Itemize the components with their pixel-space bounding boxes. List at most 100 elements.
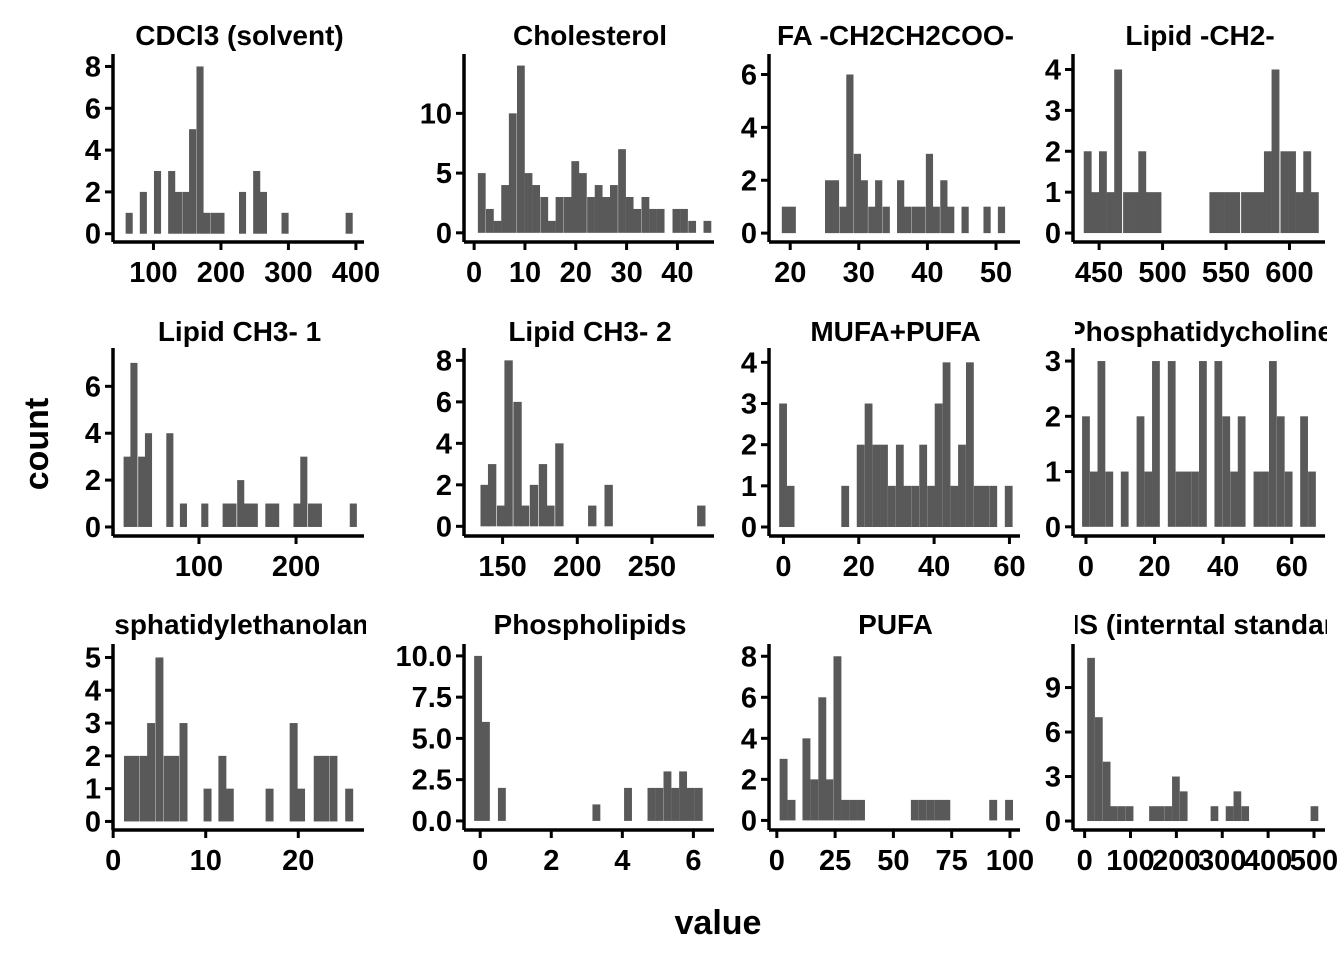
histogram-bar: [1271, 69, 1280, 234]
histogram-bar: [289, 723, 298, 822]
histogram-bar: [997, 206, 1006, 234]
histogram-bar: [1136, 416, 1145, 527]
y-tick-label: 1: [1045, 457, 1061, 489]
x-tick-label: 100: [129, 257, 177, 289]
histogram-bar: [831, 180, 840, 234]
histogram-bar: [1210, 806, 1219, 822]
x-tick-label: 60: [993, 551, 1025, 583]
histogram-bar: [625, 196, 634, 233]
histogram-bar: [810, 779, 819, 821]
histogram-bar: [781, 206, 789, 234]
histogram-bar: [1233, 791, 1242, 822]
y-tick-label: 0: [741, 512, 757, 544]
histogram-bar: [189, 129, 197, 234]
y-tick-label: 1: [85, 774, 101, 806]
x-tick-label: 0: [466, 257, 482, 289]
histogram-bar: [1179, 791, 1188, 822]
y-tick-label: 4: [741, 347, 757, 379]
y-tick-label: 4: [1045, 54, 1061, 86]
y-tick-label: 2: [741, 764, 757, 796]
facet-panel: Lipid CH3- 1 0 2 4 6 100 200: [85, 316, 364, 583]
facet-panel: PUFA 0 2 4 6 8 0 25 50 75 100: [741, 609, 1034, 877]
x-tick-label: 400: [1244, 845, 1292, 877]
x-tick-label: 2: [543, 845, 559, 877]
histogram-bar: [1241, 806, 1250, 822]
histogram-bar: [1217, 192, 1225, 234]
histogram-bar: [229, 503, 237, 527]
histogram-bar: [989, 485, 998, 527]
histogram-bar: [480, 484, 489, 527]
histogram-bar: [123, 755, 132, 822]
x-tick-label: 100: [1106, 845, 1154, 877]
histogram-bar: [1256, 192, 1265, 234]
y-tick-label: 9: [1045, 673, 1061, 705]
histogram-bar: [1225, 806, 1234, 822]
histogram-bar: [671, 787, 680, 821]
x-tick-label: 25: [819, 845, 851, 877]
histogram-bar: [973, 485, 982, 527]
y-tick-label: 2: [741, 430, 757, 462]
histogram-bar: [1095, 717, 1103, 822]
histogram-bar: [196, 66, 204, 234]
y-tick-label: 4: [85, 418, 101, 450]
histogram-bar: [1105, 471, 1114, 527]
histogram-bar: [1237, 416, 1246, 527]
histogram-bar: [218, 755, 227, 822]
histogram-bar: [293, 503, 301, 527]
histogram-bar: [243, 503, 252, 527]
y-tick-label: 3: [1045, 762, 1061, 794]
histogram-bar: [903, 206, 912, 234]
histogram-bar: [860, 180, 868, 234]
histogram-bar: [1097, 361, 1106, 527]
y-tick-label: 5: [436, 158, 452, 190]
facet-panel: Phospholipids 0.0 2.5 5.0 7.5 10.0 0 2 4 6: [396, 609, 714, 877]
facet-panel: CDCl3 (solvent) 0 2 4 6 8 100 200 300 400: [85, 20, 380, 289]
y-tick-label: 0: [1045, 512, 1061, 544]
histogram-bar: [1153, 192, 1162, 234]
histogram-bar: [345, 212, 353, 234]
histogram-bar: [1232, 192, 1241, 234]
panel-title: TMS (interntal standard): [1039, 609, 1344, 640]
histogram-bar: [958, 444, 966, 528]
histogram-bar: [217, 212, 225, 234]
y-tick-label: 0.0: [412, 806, 452, 838]
histogram-bar: [655, 787, 664, 821]
histogram-bar: [1183, 471, 1192, 527]
histogram-bar: [125, 212, 133, 234]
histogram-bar: [818, 697, 827, 821]
histogram-bar: [308, 503, 316, 527]
histogram-bar: [529, 484, 539, 527]
histogram-bar: [281, 212, 289, 234]
histogram-bar: [1222, 416, 1231, 527]
histogram-bar: [594, 185, 603, 233]
histogram-bar: [833, 656, 842, 821]
histogram-bar: [981, 485, 990, 527]
histogram-bar: [888, 485, 896, 527]
histogram-bar: [474, 655, 483, 821]
facet-panel: FA -CH2CH2COO- 0 2 4 6 20 30 40 50: [741, 20, 1020, 289]
histogram-bar: [1152, 361, 1160, 527]
histogram-bar: [942, 799, 951, 821]
histogram-bar: [925, 153, 934, 234]
histogram-bar: [1125, 806, 1134, 822]
y-tick-label: 10: [420, 98, 452, 130]
x-tick-label: 20: [774, 257, 806, 289]
histogram-bar: [579, 173, 587, 233]
histogram-bar: [656, 208, 665, 233]
histogram-bar: [1120, 471, 1129, 527]
histogram-bar: [1308, 471, 1316, 527]
y-tick-label: 0: [85, 219, 101, 251]
histogram-bar: [779, 758, 788, 821]
histogram-bar: [927, 485, 935, 527]
histogram-bar: [174, 191, 182, 234]
histogram-bar: [1288, 151, 1296, 234]
histogram-bar: [1123, 192, 1131, 234]
x-tick-label: 0: [769, 845, 785, 877]
histogram-bar: [1175, 471, 1184, 527]
x-tick-label: 40: [918, 551, 950, 583]
histogram-bar: [932, 206, 940, 234]
x-tick-label: 30: [610, 257, 642, 289]
histogram-bar: [1138, 151, 1147, 234]
y-tick-label: 8: [741, 641, 757, 673]
